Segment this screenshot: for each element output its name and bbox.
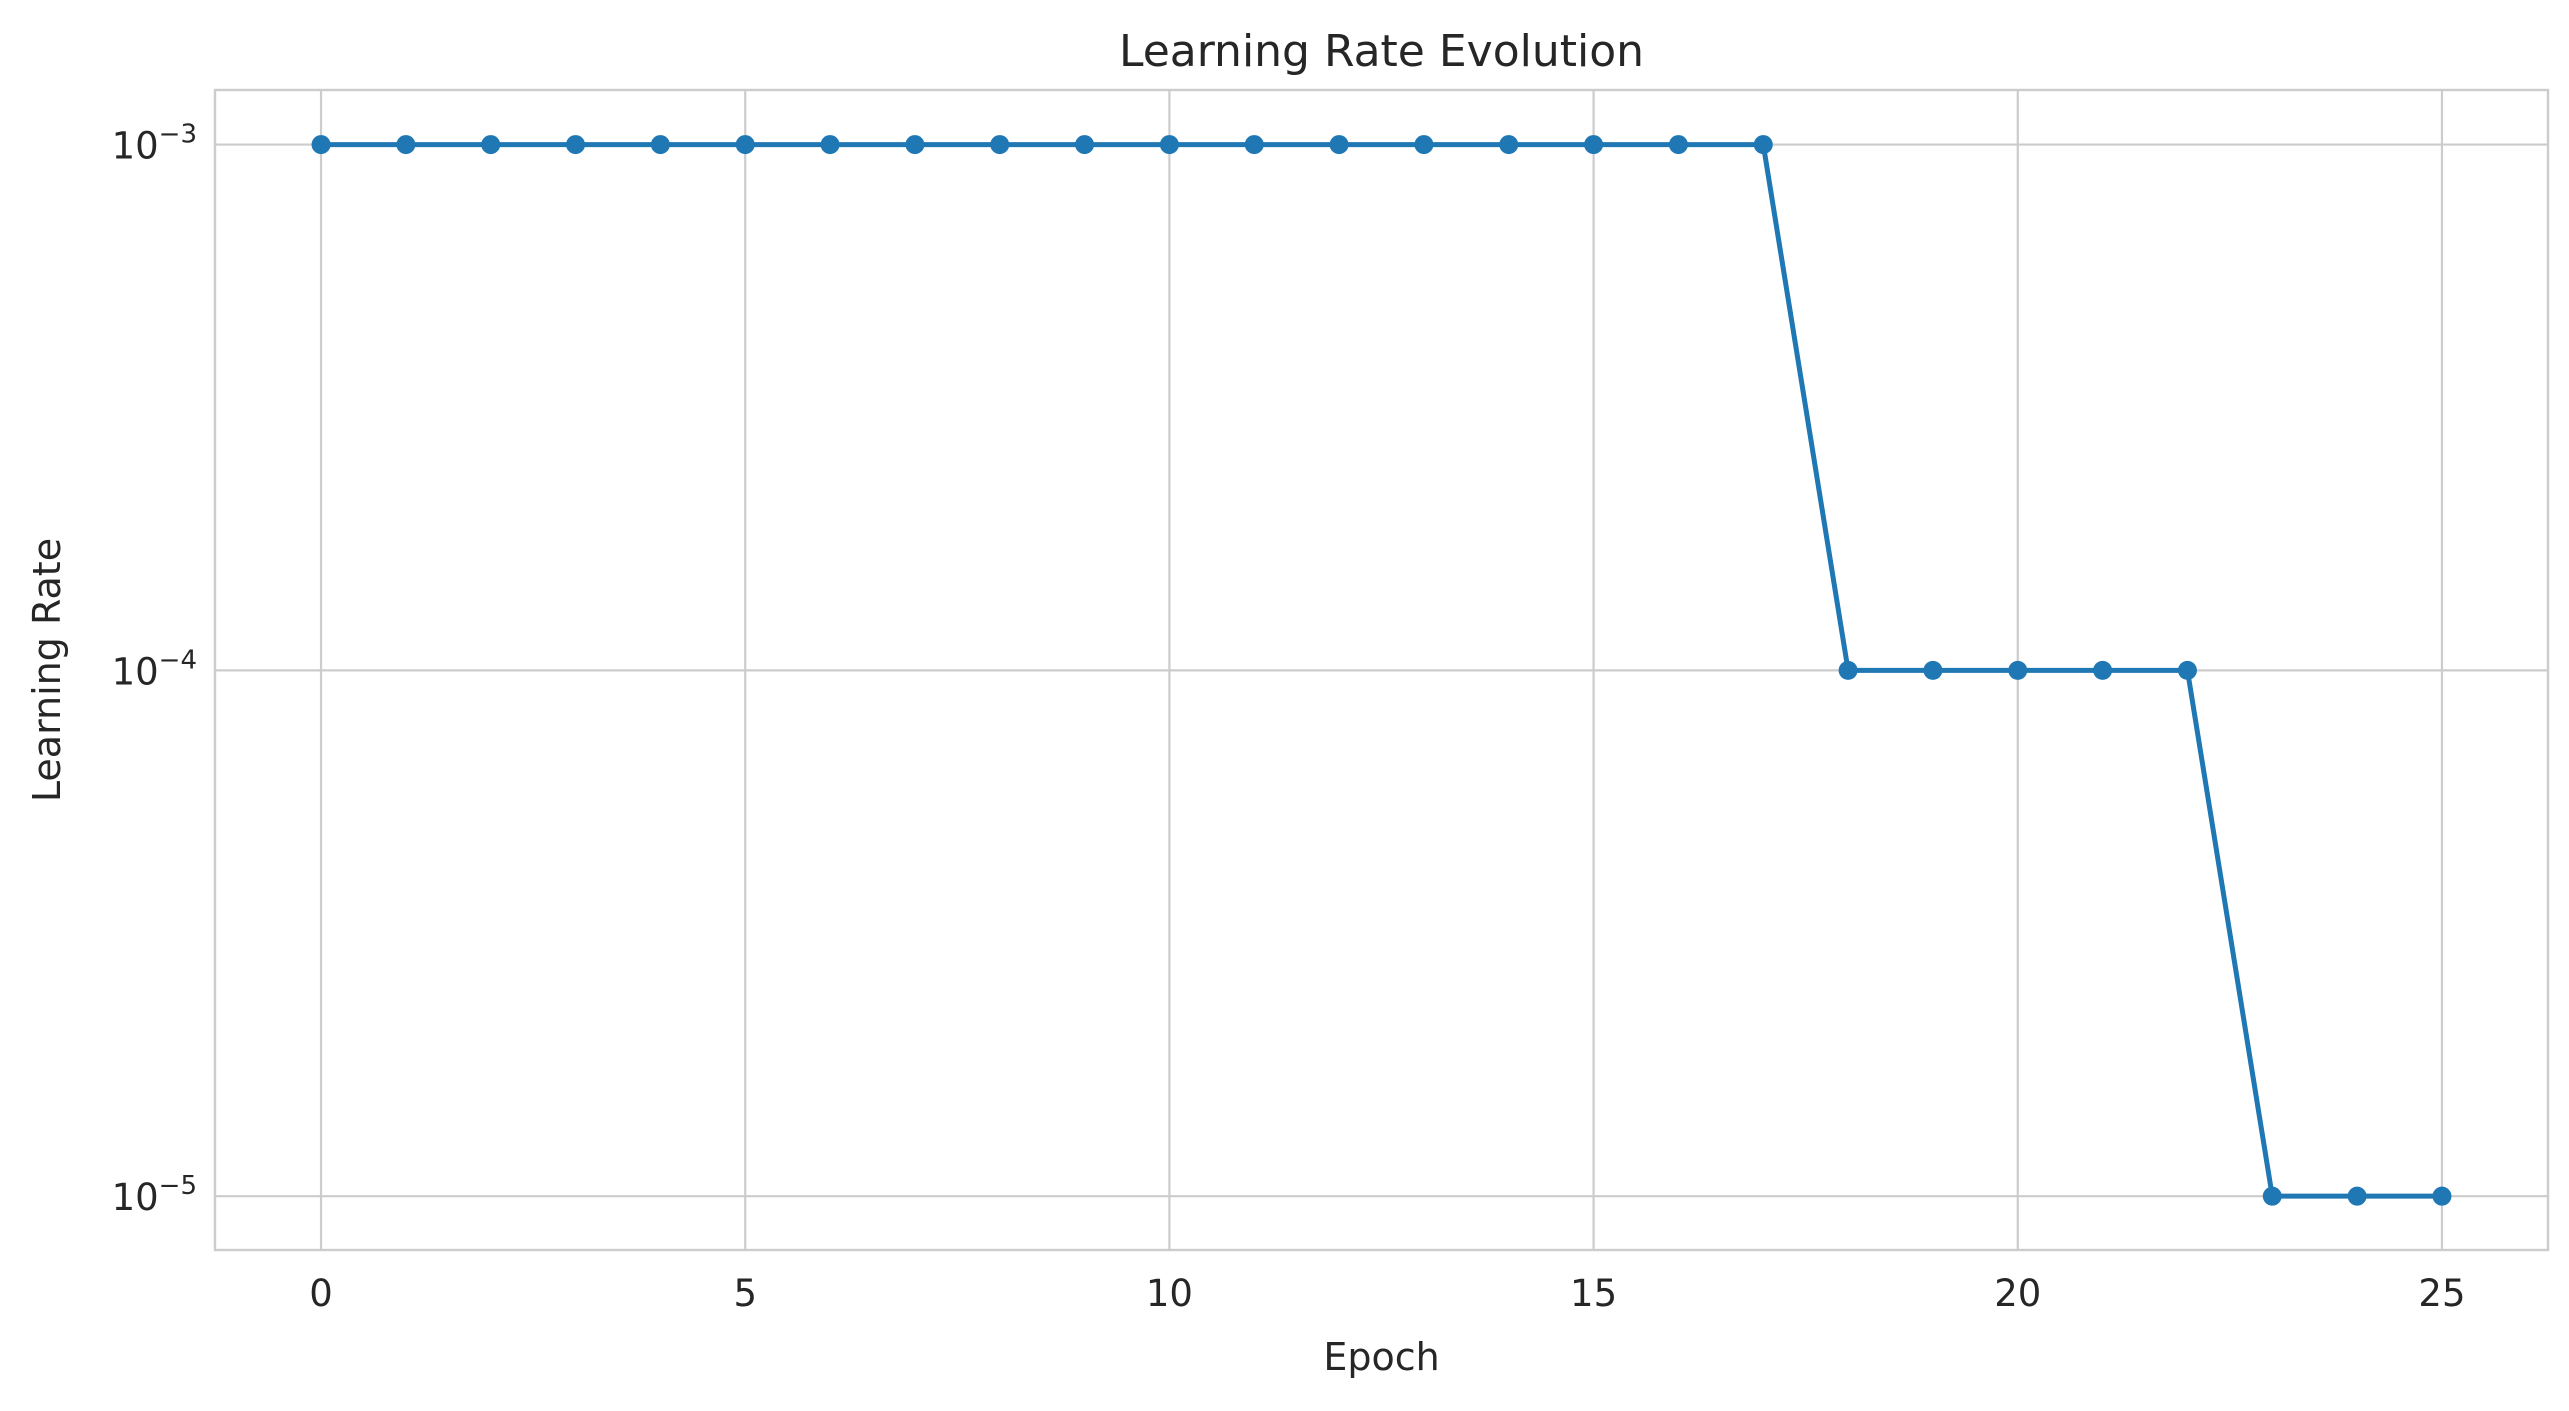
- data-point: [2177, 660, 2197, 680]
- data-point: [2262, 1186, 2282, 1206]
- data-point: [2093, 660, 2113, 680]
- data-point: [1244, 135, 1264, 155]
- x-tick-label: 20: [1994, 1272, 2041, 1315]
- data-point: [396, 135, 416, 155]
- y-tick-label: 10−3: [112, 120, 197, 168]
- data-point: [1838, 660, 1858, 680]
- data-point: [990, 135, 1010, 155]
- data-point: [1414, 135, 1434, 155]
- data-point: [905, 135, 925, 155]
- x-tick-label: 10: [1146, 1272, 1193, 1315]
- data-point: [311, 135, 331, 155]
- grid-lines: [215, 90, 2548, 1250]
- chart-title: Learning Rate Evolution: [1119, 26, 1644, 77]
- data-point: [1075, 135, 1095, 155]
- data-point: [1753, 135, 1773, 155]
- data-point: [2008, 660, 2028, 680]
- data-point: [820, 135, 840, 155]
- series-line: [318, 142, 2445, 1199]
- y-axis-label: Learning Rate: [25, 538, 69, 802]
- data-point: [735, 135, 755, 155]
- data-point: [1159, 135, 1179, 155]
- data-point: [1668, 135, 1688, 155]
- data-point: [1923, 660, 1943, 680]
- data-point: [1329, 135, 1349, 155]
- plot-area-frame: [213, 88, 2550, 1252]
- x-tick-label: 15: [1570, 1272, 1617, 1315]
- y-tick-label: 10−5: [112, 1171, 197, 1219]
- x-tick-label: 5: [733, 1272, 757, 1315]
- data-point: [1584, 135, 1604, 155]
- data-point: [1499, 135, 1519, 155]
- x-axis-label: Epoch: [1323, 1335, 1439, 1379]
- x-tick-label: 25: [2418, 1272, 2465, 1315]
- data-point: [2347, 1186, 2367, 1206]
- tick-labels: 0 5 10 15 20 25 10−3 10−4 10−5: [112, 120, 2466, 1315]
- series-layer: [311, 135, 2452, 1206]
- data-point: [481, 135, 501, 155]
- data-point: [650, 135, 670, 155]
- y-tick-label: 10−4: [112, 645, 197, 693]
- x-tick-label: 0: [309, 1272, 333, 1315]
- data-point: [566, 135, 586, 155]
- data-point: [2432, 1186, 2452, 1206]
